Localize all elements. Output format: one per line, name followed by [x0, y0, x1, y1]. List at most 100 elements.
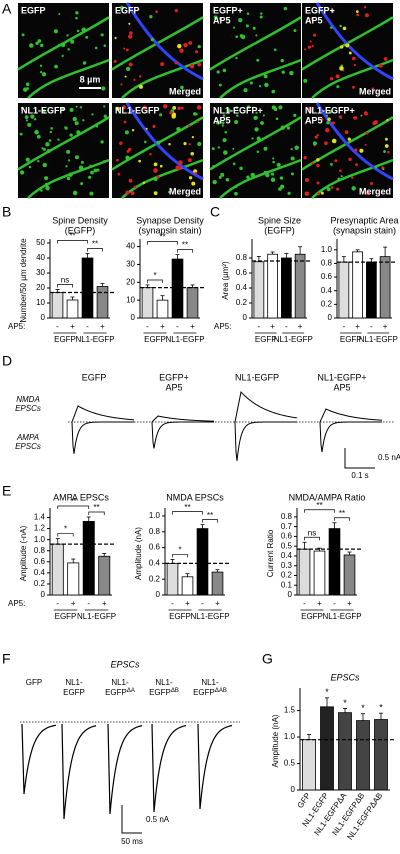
- punctum: [351, 176, 354, 179]
- image-label: AP5: [305, 15, 323, 25]
- punctum: [224, 131, 228, 134]
- scale-label: 50 ms: [121, 837, 143, 846]
- punctum: [356, 13, 360, 17]
- punctum: [307, 45, 312, 49]
- punctum: [251, 137, 254, 140]
- punctum: [70, 39, 75, 44]
- punctum: [20, 106, 24, 110]
- punctum: [365, 191, 370, 195]
- bar: [313, 550, 326, 596]
- x-tick-label: +: [355, 322, 360, 331]
- significance-label: *: [64, 525, 67, 534]
- punctum: [69, 107, 74, 112]
- punctum: [183, 42, 188, 48]
- punctum: [320, 191, 324, 195]
- punctum: [335, 74, 340, 79]
- punctum: [345, 43, 350, 48]
- punctum: [114, 36, 117, 40]
- trace-label-sup: ΔB: [171, 688, 179, 694]
- chart-subtitle: (synapsin stain): [333, 225, 396, 235]
- punctum: [171, 114, 176, 119]
- punctum: [145, 127, 148, 130]
- punctum: [327, 117, 331, 121]
- significance-label: **: [70, 497, 76, 506]
- punctum: [131, 128, 135, 132]
- y-tick-label: 0.6: [236, 268, 248, 277]
- group-label: NL1-EGFP: [75, 335, 114, 344]
- punctum: [273, 107, 278, 112]
- y-tick-label: 0.6: [281, 532, 293, 541]
- punctum: [40, 189, 43, 192]
- x-tick-label: +: [185, 599, 190, 608]
- x-tick-label: +: [71, 599, 76, 608]
- punctum: [138, 159, 141, 163]
- punctum: [280, 125, 285, 130]
- bar-chart: Spine Density(EGFP) Number/50 µm dendrite…: [8, 215, 115, 344]
- punctum: [260, 12, 263, 15]
- punctum: [39, 64, 43, 68]
- trace-label: AP5: [333, 382, 350, 392]
- dendrites: [17, 11, 110, 99]
- punctum: [255, 34, 258, 37]
- punctum: [352, 116, 356, 119]
- chart-title: Spine Size: [258, 215, 301, 225]
- punctum: [74, 121, 79, 126]
- x-tick-label: -: [87, 599, 90, 608]
- punctum: [128, 178, 133, 183]
- punctum: [256, 150, 260, 154]
- punctum: [336, 187, 340, 191]
- punctum: [30, 114, 35, 119]
- significance-bracket: [177, 249, 193, 253]
- punctum: [113, 60, 117, 64]
- punctum: [331, 138, 337, 144]
- bar: [366, 261, 377, 319]
- punctum: [384, 144, 389, 148]
- significance-label: **: [207, 511, 213, 520]
- epsc-trace: [107, 723, 143, 815]
- x-tick-label: +: [317, 599, 322, 608]
- punctum: [174, 61, 178, 65]
- significance-bracket: [202, 519, 218, 523]
- bar: [67, 562, 80, 596]
- dendrite-blue: [125, 102, 204, 181]
- merged-label: Merged: [359, 186, 391, 196]
- significance-label: **: [316, 501, 322, 510]
- y-tick-label: 0.1: [281, 580, 293, 589]
- x-tick-label: -: [303, 599, 306, 608]
- y-tick-label: 0.8: [321, 259, 333, 268]
- punctum: [365, 131, 369, 135]
- punctum: [177, 165, 182, 171]
- group-label: EGFP: [55, 612, 77, 621]
- punctum: [138, 84, 144, 89]
- punctum: [88, 175, 92, 179]
- punctum: [246, 175, 250, 179]
- punctum: [75, 11, 79, 15]
- trace-label-line: EGFP: [105, 688, 127, 697]
- punctum: [179, 48, 184, 53]
- group-label: NL1-EGFP: [190, 612, 229, 621]
- punctum: [211, 147, 215, 151]
- punctum: [153, 168, 158, 173]
- punctum: [57, 43, 61, 47]
- y-axis-label: Amplitude (nA): [134, 527, 143, 580]
- punctum: [304, 191, 309, 196]
- y-tick-label: 20: [36, 283, 45, 292]
- punctum: [78, 165, 84, 170]
- chart-subtitle: (EGFP): [264, 225, 295, 235]
- x-tick-label: -: [171, 599, 174, 608]
- punctum: [363, 111, 368, 116]
- trace-label-line: GFP: [26, 678, 42, 687]
- punctum: [94, 46, 98, 50]
- x-tick-label: -: [370, 322, 373, 331]
- punctum: [36, 134, 41, 139]
- punctum: [41, 72, 47, 77]
- punctum: [149, 153, 152, 156]
- group-label: EGFP: [169, 612, 191, 621]
- punctum: [369, 182, 373, 185]
- significance-label: **: [93, 503, 99, 512]
- punctum: [183, 141, 187, 146]
- punctum: [27, 122, 32, 127]
- punctum: [234, 119, 239, 125]
- scale-bar: [121, 805, 142, 834]
